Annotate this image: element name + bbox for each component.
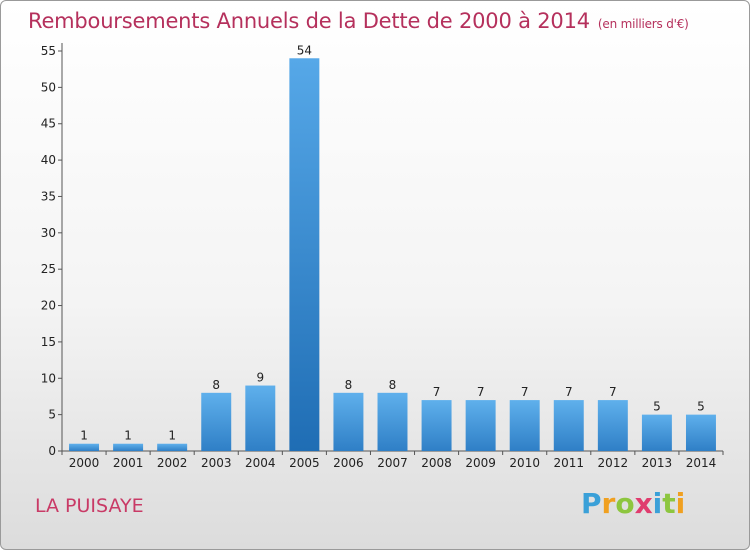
logo-letter: i	[675, 487, 686, 520]
bar	[465, 400, 496, 451]
x-axis: 2000 2001 2002 2003 2004 2005 2006 2007 2008 2009…	[61, 450, 724, 470]
x-tick-label: 2011	[553, 456, 584, 470]
y-tick-label: 45	[41, 117, 56, 131]
x-tick-label: 2010	[509, 456, 540, 470]
bar-value-label: 5	[697, 400, 705, 414]
logo-letter: x	[634, 487, 653, 520]
bar	[685, 414, 716, 451]
y-tick-label: 20	[41, 299, 56, 313]
x-tick-label: 2000	[69, 456, 100, 470]
logo-letter: o	[615, 487, 635, 520]
bar-value-label: 7	[609, 385, 617, 399]
bar	[377, 392, 408, 451]
bar-value-label: 8	[345, 378, 353, 392]
y-tick-label: 5	[48, 408, 56, 422]
y-tick-label: 50	[41, 80, 56, 94]
bar-value-label: 7	[477, 385, 485, 399]
y-tick-label: 35	[41, 189, 56, 203]
bar	[509, 400, 540, 451]
bar	[641, 414, 672, 451]
x-tick-label: 2003	[201, 456, 232, 470]
bar	[69, 443, 100, 451]
y-tick-label: 55	[41, 44, 56, 58]
town-name: LA PUISAYE	[35, 495, 144, 517]
bar	[201, 392, 232, 451]
x-tick-label: 2006	[333, 456, 364, 470]
bar	[421, 400, 452, 451]
value-labels: 1 1 1 8 9 54 8 8 7 7 7 7 7 5 5	[80, 43, 705, 442]
x-tick-label: 2013	[642, 456, 673, 470]
y-axis: 0 5 10 15 20 25 30 35 40 45 50 55	[41, 43, 63, 458]
y-tick-label: 0	[48, 444, 56, 458]
unit-note: (en milliers d'€)	[597, 17, 689, 31]
bar	[157, 443, 188, 451]
logo-letter: t	[662, 487, 676, 520]
x-tick-label: 2008	[421, 456, 452, 470]
x-tick-label: 2007	[377, 456, 408, 470]
y-tick-label: 10	[41, 371, 56, 385]
bar-value-label: 7	[433, 385, 441, 399]
x-tick-label: 2009	[465, 456, 496, 470]
bar	[553, 400, 584, 451]
bar-value-label: 7	[565, 385, 573, 399]
y-tick-label: 30	[41, 226, 56, 240]
bar-value-label: 9	[256, 371, 264, 385]
logo-letter: i	[652, 487, 663, 520]
proxiti-logo: Proxiti	[581, 487, 685, 520]
bars	[69, 58, 716, 451]
logo-letter: P	[581, 487, 602, 520]
x-tick-label: 2012	[598, 456, 629, 470]
bar-value-label: 7	[521, 385, 529, 399]
x-tick-label: 2002	[157, 456, 188, 470]
bar-value-label: 54	[297, 43, 312, 57]
x-tick-label: 2004	[245, 456, 276, 470]
bar	[113, 443, 144, 451]
bar-value-label: 1	[168, 429, 176, 443]
bar-value-label: 5	[653, 400, 661, 414]
chart-title: Remboursements Annuels de la Dette de 20…	[28, 9, 689, 33]
bar	[597, 400, 628, 451]
bar	[333, 392, 364, 451]
logo-letter: r	[601, 487, 616, 520]
y-tick-label: 15	[41, 335, 56, 349]
bar-value-label: 1	[124, 429, 132, 443]
y-tick-label: 40	[41, 153, 56, 167]
bar	[289, 58, 320, 451]
bar-value-label: 1	[80, 429, 88, 443]
x-tick-label: 2014	[686, 456, 717, 470]
bar-value-label: 8	[389, 378, 397, 392]
y-tick-label: 25	[41, 262, 56, 276]
chart-title-text: Remboursements Annuels de la Dette de 20…	[28, 9, 590, 33]
bar	[245, 385, 276, 451]
x-tick-label: 2005	[289, 456, 320, 470]
x-tick-label: 2001	[113, 456, 144, 470]
bar-value-label: 8	[212, 378, 220, 392]
